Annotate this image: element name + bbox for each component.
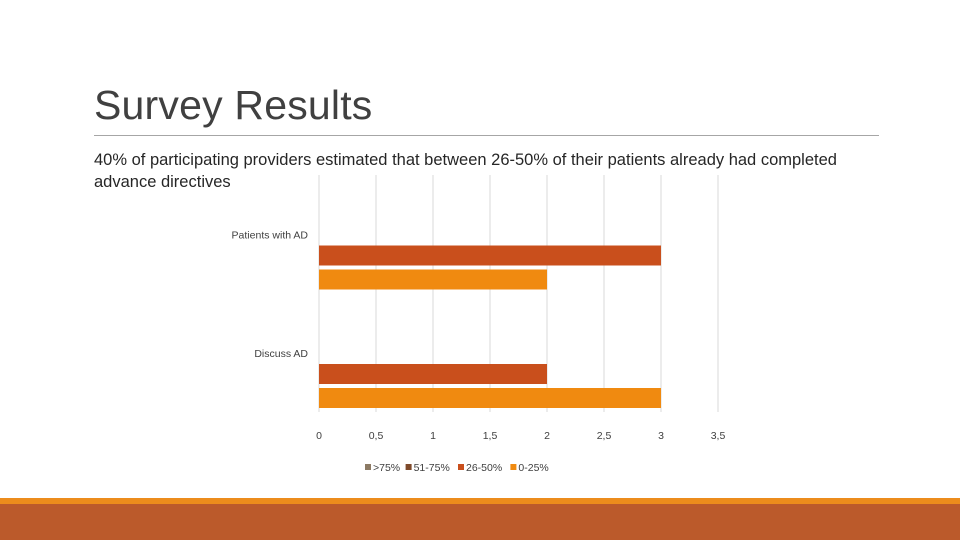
legend-swatch bbox=[405, 464, 412, 470]
category-label: Discuss AD bbox=[254, 348, 308, 360]
bar bbox=[319, 245, 661, 266]
bar bbox=[319, 388, 661, 408]
x-tick-label: 2 bbox=[544, 430, 550, 442]
slide-title: Survey Results bbox=[94, 82, 373, 128]
legend-label: >75% bbox=[373, 462, 400, 474]
category-label: Patients with AD bbox=[232, 230, 309, 242]
x-tick-label: 0 bbox=[316, 430, 322, 442]
footer-band bbox=[0, 504, 960, 540]
footer-accent-stripe bbox=[0, 498, 960, 504]
x-tick-label: 0,5 bbox=[369, 430, 384, 442]
x-tick-label: 1,5 bbox=[483, 430, 498, 442]
x-tick-label: 1 bbox=[430, 430, 436, 442]
x-tick-label: 2,5 bbox=[597, 430, 612, 442]
legend-label: 26-50% bbox=[466, 462, 502, 474]
bar bbox=[319, 269, 547, 290]
slide-subtitle: 40% of participating providers estimated… bbox=[94, 151, 837, 191]
bar bbox=[319, 364, 547, 384]
x-tick-label: 3,5 bbox=[711, 430, 726, 442]
legend-swatch bbox=[365, 464, 371, 470]
title-divider bbox=[94, 135, 879, 136]
legend-label: 51-75% bbox=[414, 462, 450, 474]
x-tick-label: 3 bbox=[658, 430, 664, 442]
legend-label: 0-25% bbox=[518, 462, 548, 474]
legend-swatch bbox=[458, 464, 464, 470]
legend-swatch bbox=[510, 464, 517, 470]
